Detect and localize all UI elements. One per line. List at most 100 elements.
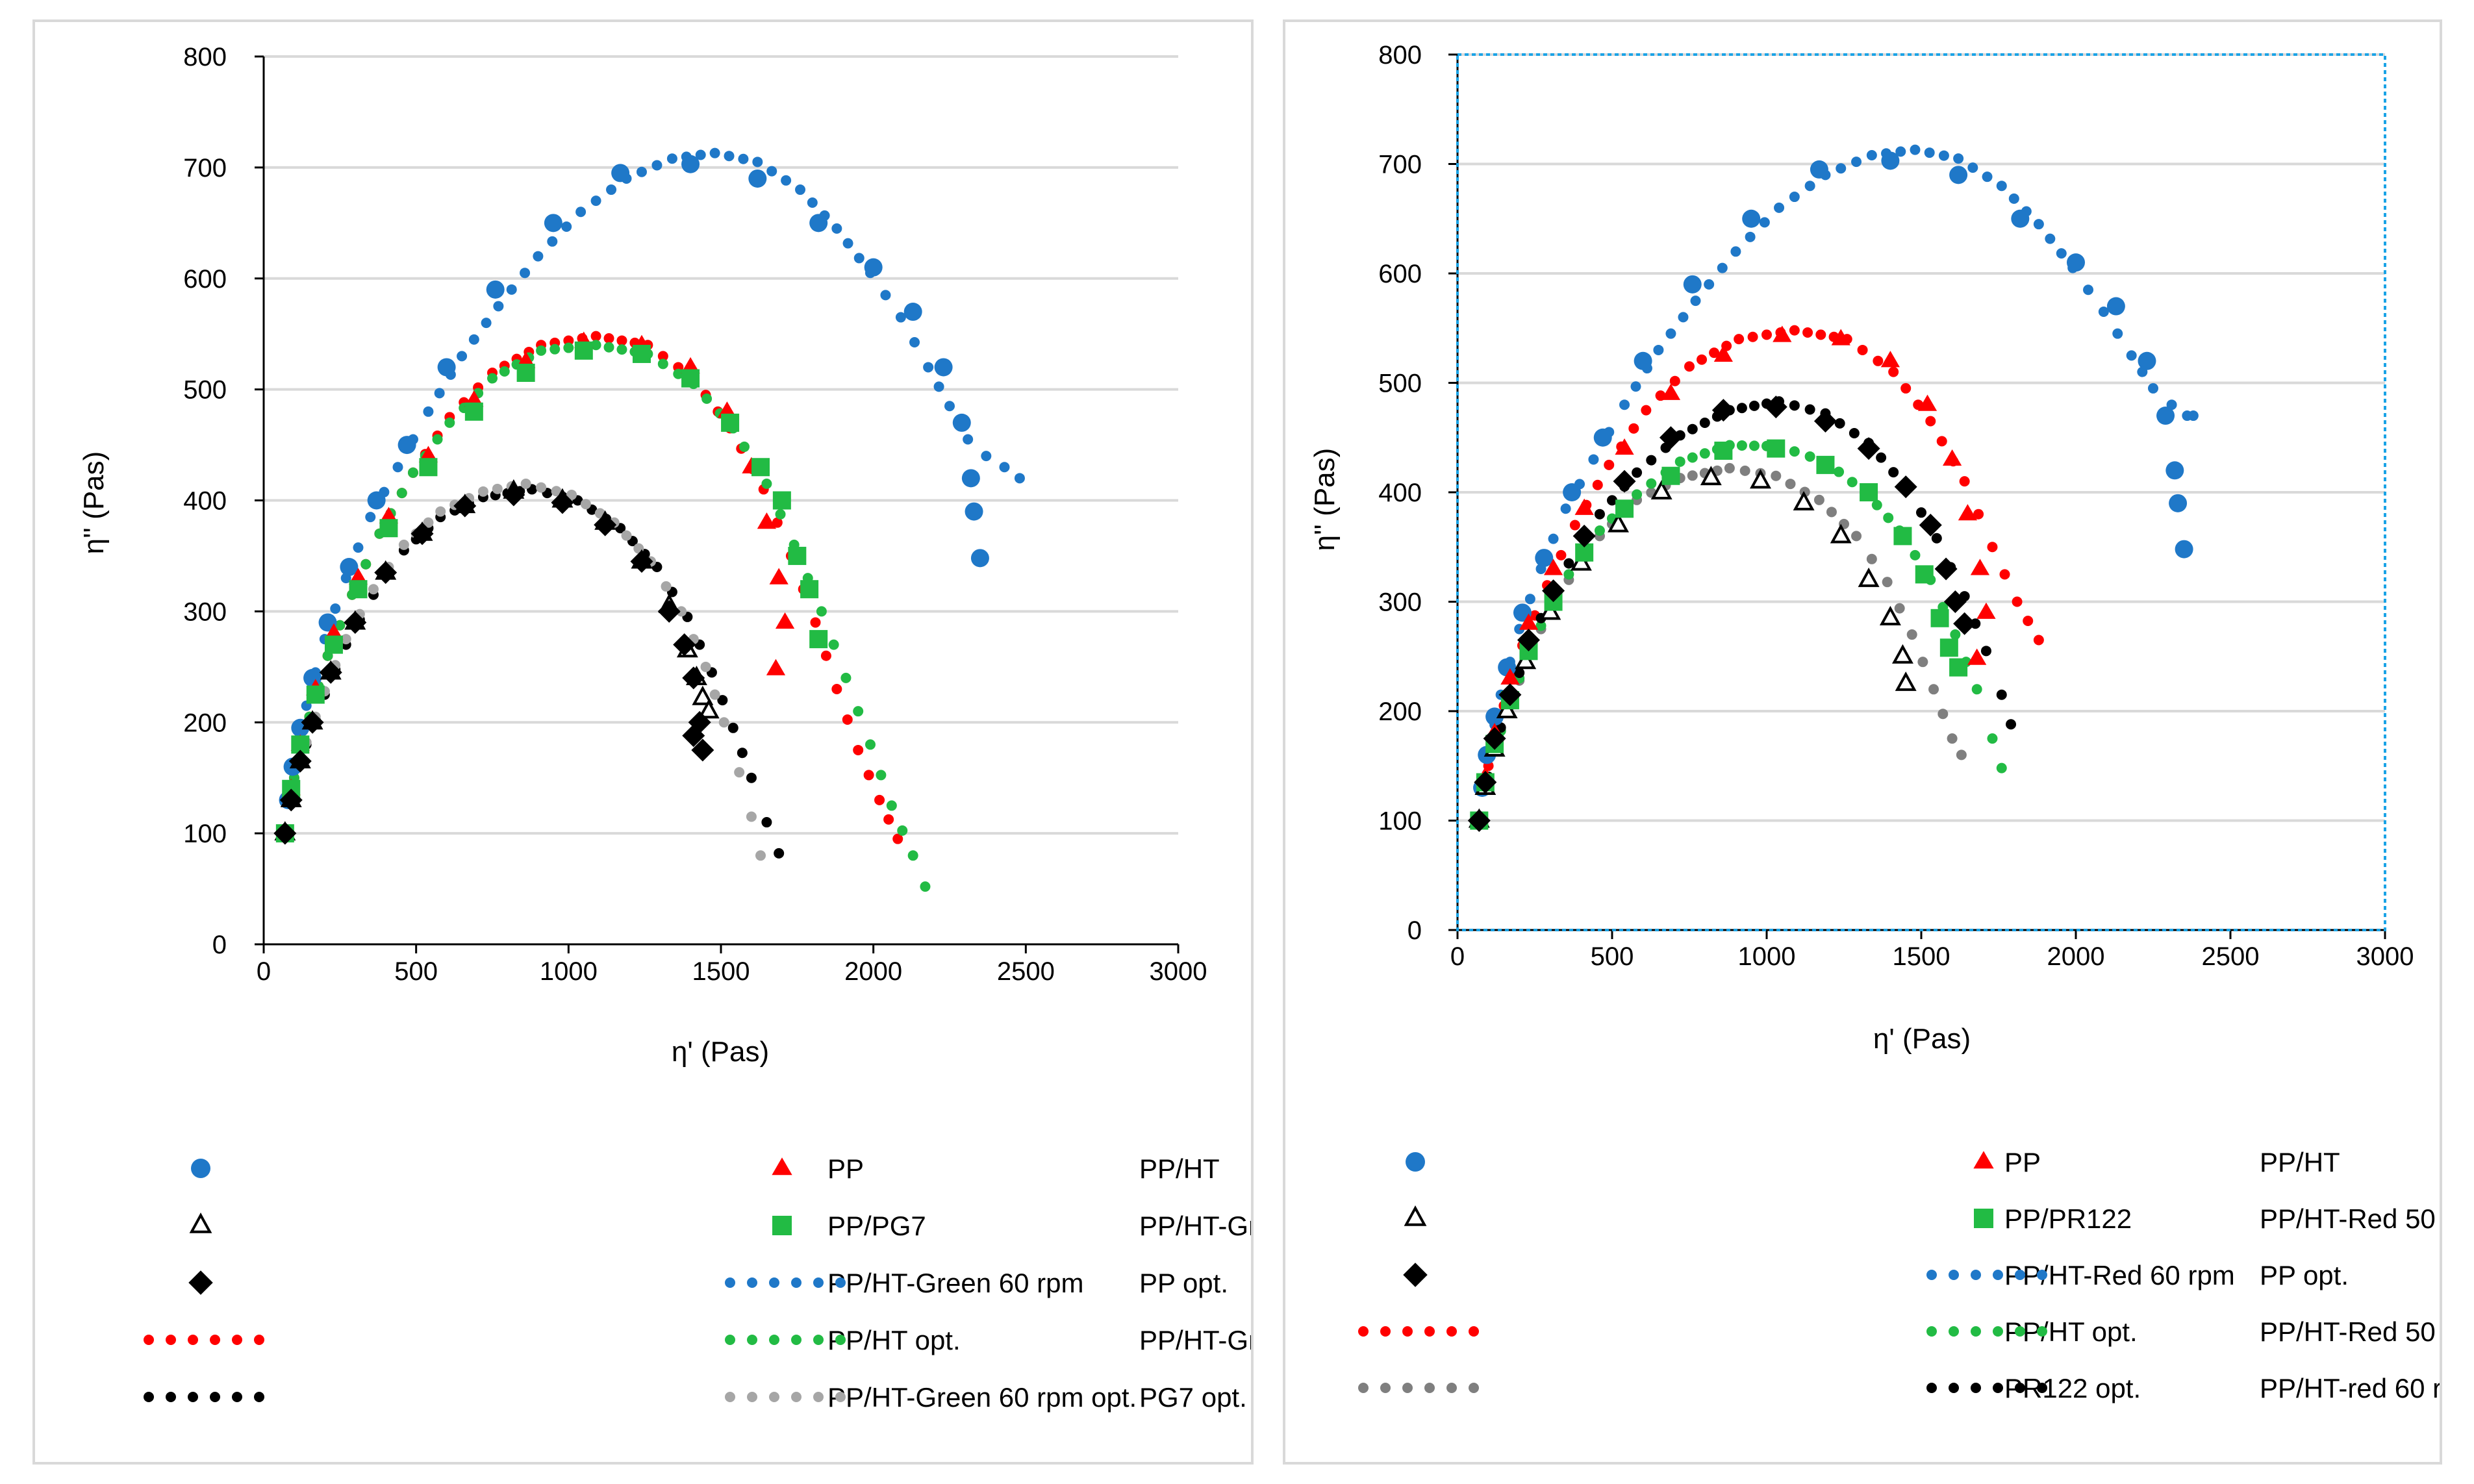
- data-point: [1866, 150, 1877, 161]
- data-point: [1928, 684, 1939, 695]
- data-point: [1615, 499, 1634, 518]
- data-point: [2175, 540, 2193, 559]
- data-point: [2045, 233, 2056, 244]
- data-point: [1971, 684, 1982, 695]
- data-point: [1866, 553, 1877, 564]
- data-point: [981, 451, 992, 462]
- data-point: [2012, 596, 2023, 607]
- data-point: [621, 530, 632, 541]
- series-pp-ht-red-60-rpm: [1467, 396, 1976, 832]
- legend-swatch: [813, 1335, 824, 1345]
- chart-panel-left: 0 100 200 300 400 500 600 700 800 0 500 1000 1500 200…: [32, 19, 1448, 1465]
- data-point: [1982, 171, 1993, 182]
- data-point: [865, 739, 876, 750]
- data-point: [1980, 646, 1991, 657]
- data-point: [561, 221, 572, 233]
- data-point: [367, 491, 386, 510]
- legend-swatch: [1469, 1383, 1479, 1393]
- data-point: [1619, 399, 1630, 410]
- data-point: [961, 469, 980, 488]
- legend-label: PP opt.: [2260, 1260, 2349, 1290]
- data-point: [1942, 449, 1962, 466]
- legend-entry: PP/PR122: [1404, 1203, 2132, 1234]
- data-point: [903, 303, 922, 321]
- data-point: [1632, 467, 1643, 478]
- legend-swatch: [2037, 1270, 2047, 1280]
- data-point: [673, 633, 696, 657]
- data-point: [920, 881, 931, 892]
- legend-swatch: [1469, 1326, 1479, 1337]
- data-point: [1560, 503, 1571, 514]
- data-point: [435, 506, 446, 517]
- data-point: [1958, 504, 1978, 521]
- data-point: [279, 788, 303, 812]
- data-point: [574, 341, 593, 360]
- x-axis-title: η' (Pas): [1873, 1023, 1971, 1055]
- data-point: [1847, 477, 1858, 488]
- legend-swatch: [232, 1392, 242, 1402]
- data-point: [1548, 533, 1559, 544]
- data-point: [566, 489, 577, 500]
- y-tick-label: 800: [1378, 41, 1422, 69]
- data-point: [1947, 733, 1958, 744]
- data-point: [1830, 523, 1852, 544]
- data-point: [360, 559, 372, 570]
- data-point: [1613, 470, 1636, 493]
- data-point: [392, 462, 403, 473]
- y-axis-title: η'' (Pas): [78, 451, 110, 555]
- data-point: [1687, 470, 1698, 481]
- legend-swatch: [1971, 1383, 1981, 1393]
- data-point: [1678, 312, 1689, 323]
- data-point: [761, 478, 772, 489]
- legend-swatch: [188, 1392, 198, 1402]
- data-point: [1500, 668, 1520, 685]
- data-point: [774, 848, 785, 859]
- data-point: [2033, 219, 2044, 230]
- data-point: [486, 280, 505, 299]
- data-point: [2056, 248, 2067, 259]
- data-point: [603, 342, 614, 353]
- data-point: [682, 724, 705, 748]
- data-point: [681, 155, 700, 173]
- data-point: [481, 318, 492, 329]
- data-point: [2098, 306, 2109, 317]
- data-point: [752, 157, 763, 168]
- legend-swatch: [166, 1392, 176, 1402]
- x-tick-label: 2500: [2202, 942, 2260, 971]
- legend-swatch: [1403, 1263, 1428, 1287]
- data-point: [306, 685, 325, 704]
- data-point: [410, 522, 434, 546]
- data-point: [775, 612, 795, 629]
- data-point: [1976, 602, 1996, 619]
- data-point: [1747, 331, 1758, 342]
- data-point: [1665, 328, 1676, 339]
- data-point: [1891, 644, 1913, 664]
- legend-label: PP/HT: [2260, 1147, 2340, 1177]
- data-point: [549, 344, 561, 355]
- data-point: [1917, 394, 1938, 411]
- legend-swatch: [1380, 1383, 1391, 1393]
- data-point: [886, 800, 897, 811]
- legend-swatch: [1949, 1326, 1959, 1337]
- data-point: [1915, 565, 1934, 584]
- data-point: [795, 184, 806, 195]
- legend-entry: PP: [1406, 1147, 2041, 1177]
- legend-swatch: [725, 1335, 735, 1345]
- data-point: [1709, 347, 1720, 358]
- data-point: [434, 388, 445, 399]
- series-pp-ht-green-60-rpm: [273, 483, 714, 845]
- data-point: [468, 334, 479, 345]
- data-point: [1761, 329, 1772, 340]
- data-point: [766, 166, 777, 177]
- legend-entry: PP/HT: [1973, 1147, 2340, 1177]
- data-point: [1919, 514, 1942, 537]
- data-point: [1730, 246, 1741, 257]
- data-point: [1893, 527, 1912, 546]
- data-point: [368, 584, 379, 595]
- data-point: [1813, 409, 1837, 433]
- series-pp-ht-red-50-rpm-opt-: [1474, 440, 2007, 826]
- legend-swatch: [144, 1392, 154, 1402]
- data-point: [544, 214, 562, 233]
- data-point: [423, 406, 434, 417]
- data-point: [547, 236, 558, 247]
